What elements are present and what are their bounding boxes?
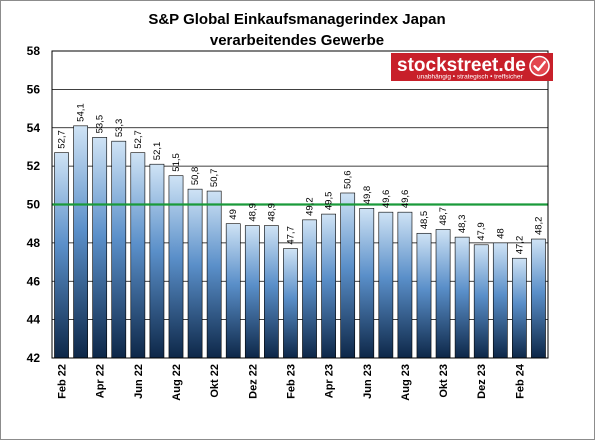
- bar: [111, 140, 127, 359]
- plot-area-border: [51, 50, 549, 359]
- data-label: 52,7: [133, 130, 144, 149]
- data-label: 47,2: [514, 236, 525, 255]
- data-label: 47,9: [476, 222, 487, 241]
- bar: [321, 213, 336, 359]
- bar: [244, 225, 260, 359]
- bar: [397, 211, 413, 359]
- bar: [454, 236, 470, 359]
- data-label: 53,5: [95, 115, 106, 134]
- data-label: 48,3: [457, 215, 468, 234]
- data-label: 47,7: [285, 226, 296, 245]
- x-tick-label: Apr 22: [95, 364, 107, 398]
- bars: [54, 125, 546, 359]
- bar: [168, 175, 184, 359]
- data-label: 52,7: [57, 130, 68, 149]
- bar: [378, 211, 394, 359]
- bar: [187, 188, 203, 359]
- y-axis-ticks: 42 44 46 48 50 52 54 56 58: [27, 44, 41, 365]
- data-labels: 52,7 54,1 53,5 53,3 52,7 52,1 51,5 50,8 50,7 49 48…: [57, 103, 545, 254]
- data-label: 54,1: [76, 103, 87, 122]
- bar: [473, 244, 489, 359]
- bar: [92, 137, 108, 359]
- stockstreet-logo: stockstreet.de unabhängig • strategisch …: [391, 53, 553, 81]
- bar: [512, 257, 527, 359]
- data-label: 50,7: [209, 169, 220, 188]
- data-label: 48,7: [438, 207, 449, 226]
- logo-tagline: unabhängig • strategisch • treffsicher: [417, 74, 523, 81]
- y-tick-label: 46: [27, 274, 41, 288]
- data-label: 48,9: [266, 203, 277, 222]
- bar: [416, 232, 432, 359]
- data-label: 49: [228, 209, 239, 220]
- y-tick-label: 42: [27, 351, 41, 365]
- data-label: 48,9: [247, 203, 258, 221]
- x-tick-label: Jun 23: [362, 364, 374, 399]
- bar: [73, 125, 88, 359]
- bar: [283, 248, 298, 359]
- bar: [435, 229, 451, 359]
- data-label: 49,2: [305, 197, 316, 216]
- bar: [302, 219, 317, 359]
- data-label: 49,6: [381, 190, 392, 209]
- chart-subtitle: verarbeitendes Gewerbe: [210, 32, 384, 49]
- x-tick-label: Aug 23: [400, 364, 412, 401]
- bar: [130, 152, 146, 359]
- bar: [359, 208, 375, 359]
- x-tick-label: Feb 22: [57, 364, 69, 399]
- data-label: 48,2: [533, 217, 544, 236]
- x-tick-label: Aug 22: [171, 364, 183, 401]
- bar: [492, 242, 508, 359]
- bar: [531, 238, 546, 359]
- chart-title: S&P Global Einkaufsmanagerindex Japan: [148, 11, 445, 28]
- bar: [54, 152, 69, 359]
- x-tick-label: Feb 23: [285, 364, 297, 399]
- x-tick-label: Dez 22: [247, 364, 259, 399]
- y-tick-label: 56: [27, 82, 41, 96]
- logo-background: [391, 53, 553, 81]
- x-tick-label: Feb 24: [514, 363, 526, 399]
- bar: [149, 163, 165, 359]
- bar: [264, 225, 279, 359]
- x-tick-label: Dez 23: [476, 364, 488, 399]
- y-tick-label: 54: [27, 121, 41, 135]
- bar: [340, 192, 356, 359]
- x-axis-ticks: Feb 22 Apr 22 Jun 22 Aug 22 Okt 22 Dez 22 Feb …: [57, 363, 527, 401]
- x-tick-label: Jun 22: [133, 364, 145, 399]
- data-label: 50,6: [343, 170, 354, 189]
- y-tick-label: 44: [27, 313, 41, 327]
- data-label: 48: [495, 228, 506, 239]
- data-label: 49,8: [362, 186, 373, 205]
- data-label: 51,5: [171, 153, 182, 172]
- bar: [206, 190, 222, 359]
- data-label: 53,3: [114, 119, 125, 137]
- data-label: 52,1: [152, 142, 163, 161]
- data-label: 49,5: [324, 192, 335, 211]
- x-tick-label: Okt 22: [209, 364, 221, 398]
- data-label: 49,6: [400, 190, 411, 209]
- check-circle-icon: [529, 55, 550, 77]
- data-label: 48,5: [419, 211, 430, 230]
- y-tick-label: 48: [27, 236, 41, 250]
- y-tick-label: 50: [27, 198, 41, 212]
- x-tick-label: Okt 23: [438, 364, 450, 398]
- y-tick-label: 52: [27, 159, 41, 173]
- y-tick-label: 58: [27, 44, 41, 58]
- bar: [225, 223, 241, 359]
- data-label: 50,8: [190, 167, 201, 186]
- x-tick-label: Apr 23: [324, 364, 336, 398]
- logo-name: stockstreet.de: [397, 55, 526, 76]
